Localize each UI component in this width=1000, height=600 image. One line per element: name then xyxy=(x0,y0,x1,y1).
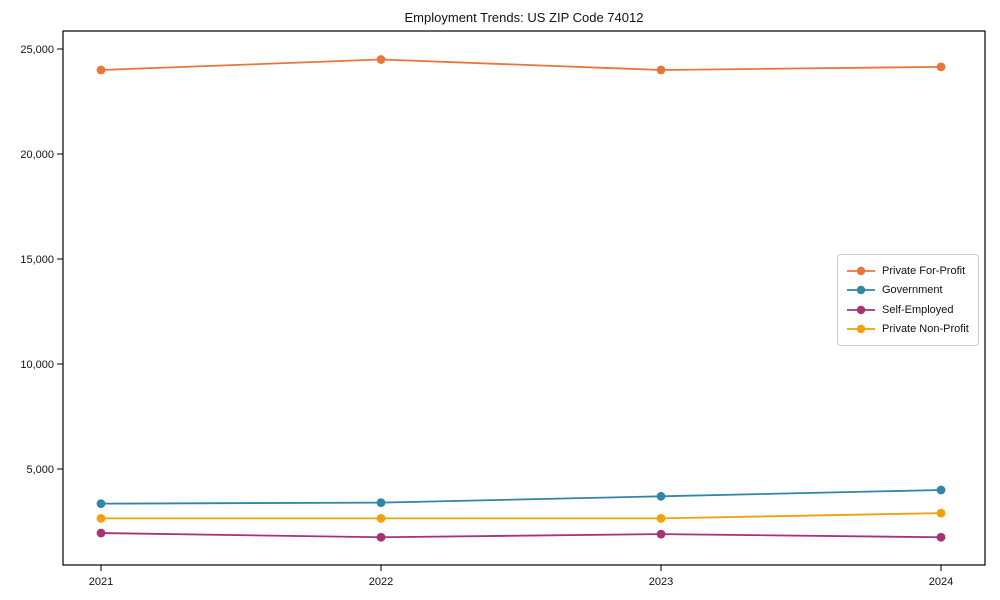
data-point-self-employed-2021 xyxy=(96,528,106,538)
data-point-self-employed-2022 xyxy=(376,532,386,542)
legend-item-private-non-profit: Private Non-Profit xyxy=(846,320,970,340)
data-point-private-for-profit-2021 xyxy=(96,65,106,75)
legend-label: Government xyxy=(882,284,943,297)
legend-item-self-employed: Self-Employed xyxy=(846,300,970,320)
legend-marker-icon xyxy=(847,286,875,295)
chart-title: Employment Trends: US ZIP Code 74012 xyxy=(404,10,644,25)
y-tick-label: 5,000 xyxy=(26,464,54,476)
legend-item-private-for-profit: Private For-Profit xyxy=(846,261,970,281)
y-tick-label: 15,000 xyxy=(20,254,54,266)
data-point-private-non-profit-2023 xyxy=(656,513,666,523)
x-tick-label: 2022 xyxy=(369,576,393,588)
legend-label: Self-Employed xyxy=(882,303,954,316)
data-point-private-for-profit-2024 xyxy=(936,62,946,72)
data-point-government-2022 xyxy=(376,498,386,507)
y-tick-label: 10,000 xyxy=(20,359,54,371)
y-tick-label: 25,000 xyxy=(20,44,54,56)
data-point-self-employed-2024 xyxy=(936,532,946,542)
legend: Private For-Profit Government Self-Employe… xyxy=(837,254,979,346)
series-line-private-for-profit xyxy=(100,58,942,71)
legend-marker-icon xyxy=(847,266,875,275)
data-point-government-2024 xyxy=(936,485,946,495)
legend-item-government: Government xyxy=(846,281,970,301)
series-line-government xyxy=(100,489,942,505)
legend-label: Private For-Profit xyxy=(882,264,966,277)
x-tick-label: 2023 xyxy=(649,576,673,588)
legend-marker-icon xyxy=(847,305,875,314)
plot-frame xyxy=(62,30,986,566)
series-line-private-non-profit xyxy=(101,512,942,520)
data-point-self-employed-2023 xyxy=(656,529,666,539)
data-point-private-non-profit-2024 xyxy=(936,508,946,518)
data-point-private-for-profit-2022 xyxy=(376,55,386,64)
data-point-government-2023 xyxy=(656,491,666,501)
x-tick-label: 2021 xyxy=(89,576,113,588)
y-tick-label: 20,000 xyxy=(20,149,54,161)
x-tick-label: 2024 xyxy=(929,576,953,588)
data-point-private-non-profit-2022 xyxy=(376,513,386,523)
data-point-private-for-profit-2023 xyxy=(656,65,666,75)
data-point-private-non-profit-2021 xyxy=(96,513,106,523)
series-line-self-employed xyxy=(100,532,942,539)
legend-marker-icon xyxy=(847,325,875,334)
legend-label: Private Non-Profit xyxy=(882,323,969,336)
data-point-government-2021 xyxy=(96,499,106,509)
